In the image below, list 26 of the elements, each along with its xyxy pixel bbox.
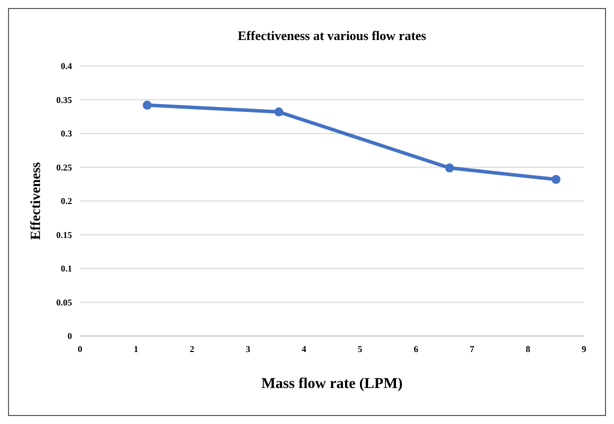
point — [142, 100, 152, 110]
y-tick-label: 0 — [68, 331, 72, 342]
x-tick-label: 6 — [414, 344, 419, 354]
point — [445, 163, 454, 172]
y-axis-title: Effectiveness — [29, 162, 44, 240]
chart-title: Effectiveness at various flow rates — [238, 28, 426, 43]
y-tick-label: 0.1 — [60, 264, 72, 274]
y-tick-label: 0.15 — [56, 230, 72, 240]
x-tick-label: 2 — [190, 344, 195, 354]
y-tick-label: 0.3 — [60, 128, 72, 139]
point — [274, 107, 284, 116]
y-tick-label: 0.05 — [56, 297, 72, 308]
x-tick-label: 8 — [526, 344, 531, 354]
x-tick-label: 9 — [582, 344, 587, 354]
x-tick-label: 4 — [302, 344, 307, 354]
x-tick-label: 7 — [470, 344, 475, 354]
x-tick-label: 3 — [246, 344, 251, 354]
y-tick-label: 0.25 — [56, 162, 72, 172]
y-tick-label: 0.2 — [60, 196, 72, 206]
y-tick-label: 0.4 — [60, 61, 72, 72]
x-tick-label: 1 — [134, 344, 139, 354]
x-tick-label: 5 — [358, 344, 363, 354]
x-tick-label: 0 — [78, 344, 83, 354]
point — [552, 174, 560, 184]
y-tick-label: 0.35 — [56, 94, 72, 105]
x-axis-title: Mass flow rate (LPM) — [261, 376, 403, 392]
